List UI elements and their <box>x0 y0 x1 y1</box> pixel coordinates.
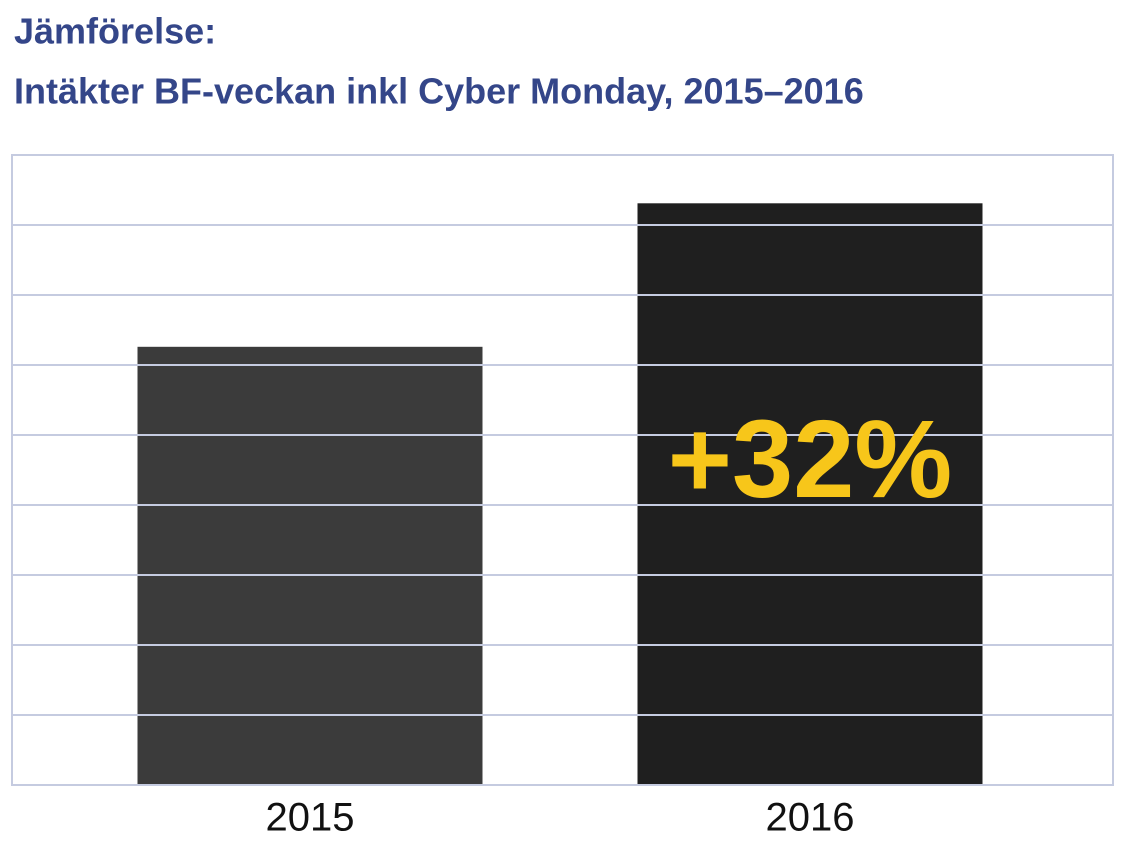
bar <box>137 346 483 785</box>
chart-title: Jämförelse: <box>14 11 216 52</box>
chart-title: Intäkter BF-veckan inkl Cyber Monday, 20… <box>14 71 864 112</box>
x-tick-label: 2016 <box>766 796 855 840</box>
annotation: +32% <box>668 398 952 521</box>
bar <box>637 203 983 786</box>
x-tick-label: 2015 <box>266 796 355 840</box>
